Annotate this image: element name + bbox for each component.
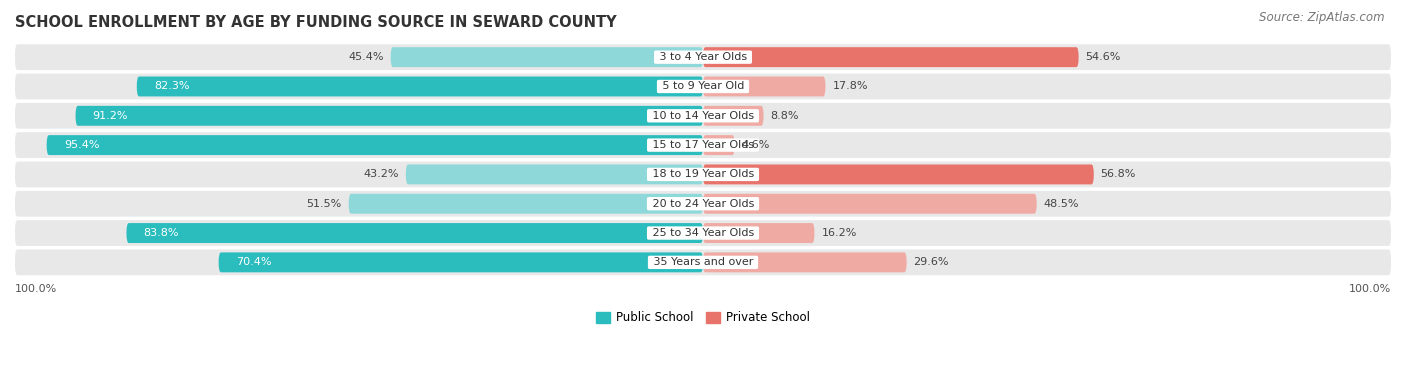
Text: 10 to 14 Year Olds: 10 to 14 Year Olds [648,111,758,121]
Text: 15 to 17 Year Olds: 15 to 17 Year Olds [648,140,758,150]
FancyBboxPatch shape [15,44,1391,70]
FancyBboxPatch shape [703,106,763,126]
FancyBboxPatch shape [15,250,1391,275]
Text: 54.6%: 54.6% [1085,52,1121,62]
FancyBboxPatch shape [391,47,703,67]
FancyBboxPatch shape [136,77,703,97]
Text: SCHOOL ENROLLMENT BY AGE BY FUNDING SOURCE IN SEWARD COUNTY: SCHOOL ENROLLMENT BY AGE BY FUNDING SOUR… [15,15,617,30]
FancyBboxPatch shape [15,103,1391,129]
FancyBboxPatch shape [76,106,703,126]
FancyBboxPatch shape [703,194,1036,214]
Text: 100.0%: 100.0% [1348,284,1391,294]
Text: 4.6%: 4.6% [741,140,770,150]
Text: 35 Years and over: 35 Years and over [650,257,756,267]
Text: 83.8%: 83.8% [143,228,179,238]
Text: 18 to 19 Year Olds: 18 to 19 Year Olds [648,169,758,179]
Text: 45.4%: 45.4% [349,52,384,62]
Text: 56.8%: 56.8% [1101,169,1136,179]
FancyBboxPatch shape [703,135,735,155]
Text: 5 to 9 Year Old: 5 to 9 Year Old [658,81,748,92]
FancyBboxPatch shape [15,74,1391,100]
FancyBboxPatch shape [46,135,703,155]
FancyBboxPatch shape [15,132,1391,158]
FancyBboxPatch shape [15,220,1391,246]
FancyBboxPatch shape [703,164,1094,184]
Text: Source: ZipAtlas.com: Source: ZipAtlas.com [1260,11,1385,24]
FancyBboxPatch shape [703,77,825,97]
Text: 48.5%: 48.5% [1043,199,1078,209]
Text: 29.6%: 29.6% [914,257,949,267]
Text: 17.8%: 17.8% [832,81,868,92]
FancyBboxPatch shape [349,194,703,214]
FancyBboxPatch shape [15,161,1391,187]
Text: 91.2%: 91.2% [93,111,128,121]
FancyBboxPatch shape [703,47,1078,67]
Text: 3 to 4 Year Olds: 3 to 4 Year Olds [655,52,751,62]
Text: 70.4%: 70.4% [236,257,271,267]
Text: 16.2%: 16.2% [821,228,856,238]
Text: 20 to 24 Year Olds: 20 to 24 Year Olds [648,199,758,209]
FancyBboxPatch shape [703,252,907,272]
Text: 95.4%: 95.4% [63,140,100,150]
Text: 51.5%: 51.5% [307,199,342,209]
Text: 25 to 34 Year Olds: 25 to 34 Year Olds [648,228,758,238]
FancyBboxPatch shape [406,164,703,184]
FancyBboxPatch shape [15,191,1391,217]
FancyBboxPatch shape [703,223,814,243]
Text: 43.2%: 43.2% [363,169,399,179]
Text: 8.8%: 8.8% [770,111,799,121]
FancyBboxPatch shape [219,252,703,272]
Legend: Public School, Private School: Public School, Private School [592,307,814,329]
Text: 100.0%: 100.0% [15,284,58,294]
FancyBboxPatch shape [127,223,703,243]
Text: 82.3%: 82.3% [155,81,190,92]
